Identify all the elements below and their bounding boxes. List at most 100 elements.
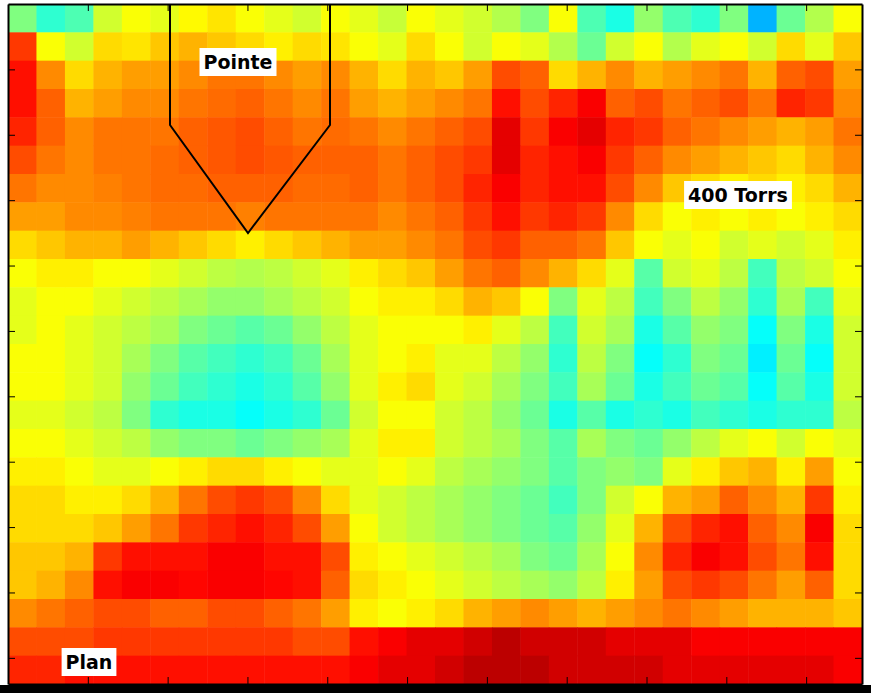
heat-cell xyxy=(65,514,94,543)
annotation-text: Plan xyxy=(66,651,113,673)
heat-cell xyxy=(435,117,464,146)
heat-cell xyxy=(36,599,65,628)
heat-cell xyxy=(805,89,834,118)
heat-cell xyxy=(577,344,606,373)
tick-mark xyxy=(567,4,568,11)
heat-cell xyxy=(122,117,151,146)
heat-cell xyxy=(834,401,862,430)
tick-mark xyxy=(8,527,15,528)
heat-cell xyxy=(65,542,94,571)
heat-cell xyxy=(179,656,208,684)
heat-cell xyxy=(720,344,749,373)
heat-cell xyxy=(606,571,635,600)
heat-cell xyxy=(36,401,65,430)
heat-cell xyxy=(122,146,151,175)
heat-cell xyxy=(264,429,293,458)
heat-cell xyxy=(549,202,578,231)
heat-cell xyxy=(236,571,265,600)
heat-cell xyxy=(350,486,379,515)
tip-outline xyxy=(170,4,330,233)
heat-cell xyxy=(435,486,464,515)
heat-cell xyxy=(150,372,179,401)
heat-cell xyxy=(549,287,578,316)
tick-mark xyxy=(8,331,15,332)
tick-mark xyxy=(647,677,648,684)
heat-cell xyxy=(93,429,122,458)
heat-cell xyxy=(549,61,578,90)
heat-cell xyxy=(264,627,293,656)
tick xyxy=(247,677,248,684)
heat-cell xyxy=(264,571,293,600)
heat-cell xyxy=(463,287,492,316)
heat-cell xyxy=(350,656,379,684)
heat-cell xyxy=(122,287,151,316)
heat-cell xyxy=(293,316,322,345)
tick xyxy=(8,592,15,593)
heat-cell xyxy=(463,429,492,458)
heat-cell xyxy=(577,4,606,33)
heat-cell xyxy=(36,61,65,90)
heat-cell xyxy=(150,627,179,656)
heat-cell xyxy=(350,571,379,600)
heat-cell xyxy=(492,32,521,61)
heat-cell xyxy=(8,542,37,571)
heat-cell xyxy=(549,656,578,684)
heat-cell xyxy=(264,287,293,316)
heat-cell xyxy=(691,457,720,486)
heat-cell xyxy=(122,372,151,401)
heat-cell xyxy=(691,316,720,345)
heat-cell xyxy=(691,571,720,600)
heat-cell xyxy=(634,202,663,231)
tick xyxy=(647,677,648,684)
heat-cell xyxy=(463,457,492,486)
heat-cell xyxy=(407,372,436,401)
heat-cell xyxy=(777,344,806,373)
heat-cell xyxy=(634,32,663,61)
heat-cell xyxy=(492,514,521,543)
annotation: Pointe xyxy=(200,48,277,76)
heat-cell xyxy=(748,287,777,316)
heat-cell xyxy=(777,61,806,90)
heat-cell xyxy=(407,231,436,260)
heat-cell xyxy=(65,202,94,231)
tick-mark xyxy=(8,658,15,659)
heat-cell xyxy=(65,372,94,401)
tick-mark xyxy=(855,69,862,70)
heat-cell xyxy=(207,146,236,175)
heat-cell xyxy=(520,401,549,430)
heat-cell xyxy=(179,316,208,345)
heat-cell xyxy=(577,287,606,316)
heat-cell xyxy=(691,486,720,515)
tick-mark xyxy=(855,135,862,136)
tick xyxy=(567,4,568,11)
heat-cell xyxy=(634,401,663,430)
heat-cell xyxy=(634,457,663,486)
heat-cell xyxy=(8,32,37,61)
heat-cell xyxy=(720,542,749,571)
heat-cell xyxy=(577,202,606,231)
heat-cell xyxy=(350,61,379,90)
heat-cell xyxy=(378,202,407,231)
heat-cell xyxy=(293,599,322,628)
heat-cell xyxy=(407,656,436,684)
heat-cell xyxy=(293,457,322,486)
heat-cell xyxy=(407,146,436,175)
heat-cell xyxy=(293,401,322,430)
heat-cell xyxy=(720,146,749,175)
heat-cell xyxy=(407,457,436,486)
heat-cell xyxy=(8,174,37,203)
heat-cell xyxy=(492,174,521,203)
heat-cell xyxy=(293,231,322,260)
heat-cell xyxy=(805,316,834,345)
heat-cell xyxy=(463,174,492,203)
heat-cell xyxy=(549,146,578,175)
heat-cell xyxy=(805,429,834,458)
tick xyxy=(855,135,862,136)
heat-cell xyxy=(36,571,65,600)
tick xyxy=(247,4,248,11)
heat-cell xyxy=(65,89,94,118)
heat-cell xyxy=(805,61,834,90)
tick xyxy=(806,677,807,684)
heat-cell xyxy=(663,344,692,373)
heat-cell xyxy=(634,627,663,656)
